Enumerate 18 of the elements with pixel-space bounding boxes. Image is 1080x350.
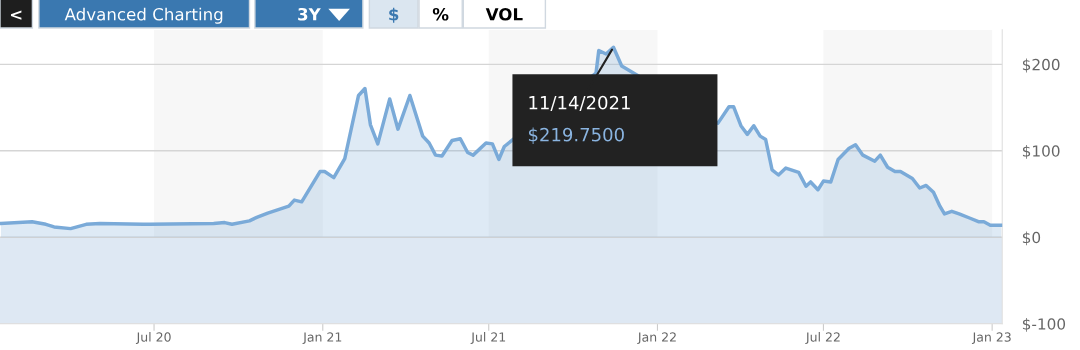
x-tick-label: Jul 21 xyxy=(470,332,506,345)
text: Advanced Charting xyxy=(64,7,223,24)
annotation: 11/14/2021 xyxy=(529,95,630,111)
text: $ xyxy=(389,7,399,23)
y-tick-label: $-100 xyxy=(1022,317,1066,332)
y-tick-label: $200 xyxy=(1022,58,1060,73)
x-tick-label: Jul 22 xyxy=(805,332,840,345)
text: 3Y xyxy=(298,7,321,21)
text: VOL xyxy=(485,7,523,21)
y-tick-label: $100 xyxy=(1022,145,1060,159)
x-tick-label: Jan 21 xyxy=(302,332,342,345)
text: < xyxy=(10,10,22,20)
x-tick-label: Jan 22 xyxy=(637,332,676,345)
text: % xyxy=(432,7,449,21)
x-tick-label: Jul 20 xyxy=(135,332,171,345)
x-tick-label: Jan 23 xyxy=(971,332,1011,345)
annotation: $219.7500 xyxy=(528,127,624,144)
y-tick-label: $0 xyxy=(1022,231,1041,246)
